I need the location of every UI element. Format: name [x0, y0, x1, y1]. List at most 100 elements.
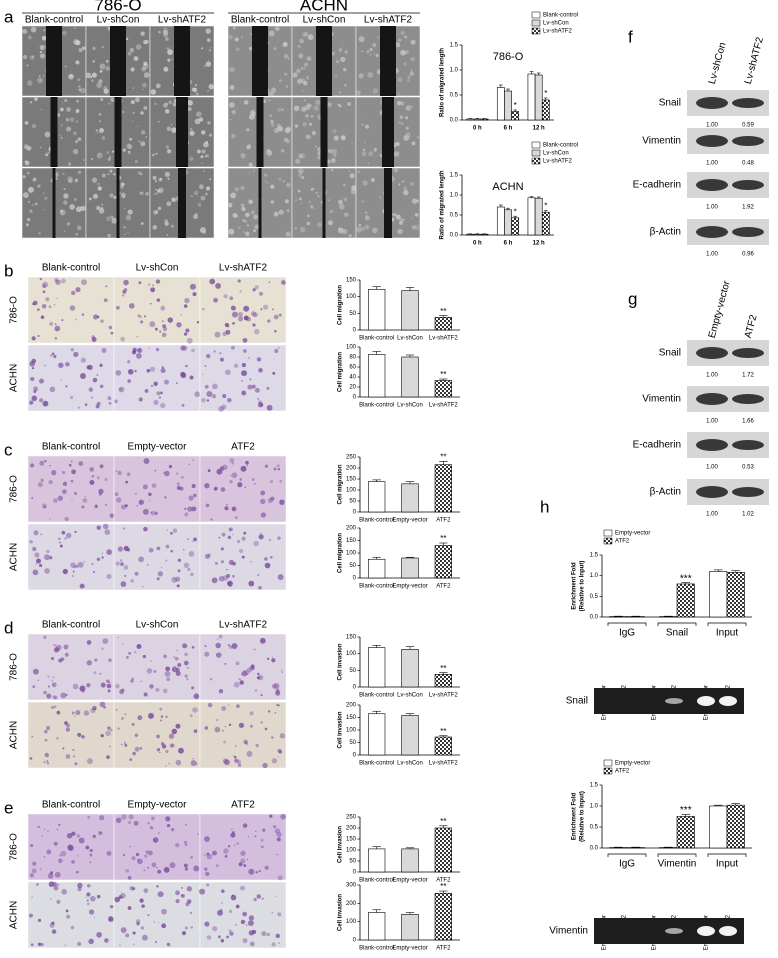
cell — [78, 461, 84, 467]
x-tick-label: 6 h — [504, 126, 513, 132]
cell — [296, 68, 301, 74]
cell — [134, 746, 140, 752]
row-label: ACHN — [9, 721, 20, 749]
cell — [163, 33, 169, 38]
cell — [105, 285, 108, 288]
cell — [154, 511, 158, 515]
cell — [260, 308, 263, 311]
cell — [209, 178, 212, 181]
bar — [434, 464, 452, 513]
cell — [241, 390, 247, 396]
cell — [206, 354, 211, 359]
cell — [37, 942, 42, 947]
cell — [225, 369, 231, 376]
cell — [37, 184, 41, 188]
scratch-gap — [176, 97, 188, 167]
cell — [186, 899, 192, 904]
cell — [93, 314, 99, 320]
x-tick-label: 0 h — [473, 126, 482, 132]
cell — [22, 192, 29, 198]
cell — [235, 38, 238, 41]
cell — [115, 470, 118, 473]
cell — [273, 683, 280, 689]
cell — [235, 904, 240, 909]
cell — [80, 357, 86, 363]
cell — [126, 656, 129, 659]
cell — [170, 827, 175, 832]
cell — [151, 483, 157, 488]
cell — [396, 142, 399, 145]
cell — [99, 464, 104, 469]
micrograph — [113, 523, 201, 591]
y-tick-label: 100 — [346, 551, 357, 557]
cell — [143, 526, 148, 532]
cell — [194, 391, 201, 398]
cell — [307, 214, 310, 218]
scratch-gap — [178, 168, 186, 238]
micrograph — [27, 881, 115, 949]
cell — [62, 568, 68, 575]
category-bracket — [657, 853, 697, 857]
cell — [133, 56, 139, 62]
cell — [39, 44, 45, 51]
cell — [343, 67, 347, 72]
bar — [541, 211, 550, 236]
cell — [256, 894, 261, 899]
y-tick-label: 150 — [346, 538, 357, 544]
cell — [101, 45, 105, 49]
cell — [213, 350, 216, 353]
cell — [145, 136, 148, 138]
cell — [219, 908, 223, 912]
cell — [125, 933, 130, 938]
cell — [255, 744, 259, 748]
micrograph — [199, 455, 287, 523]
cell — [184, 297, 190, 304]
cell — [37, 679, 39, 681]
cell — [204, 867, 208, 871]
cell — [148, 492, 152, 496]
cell — [46, 849, 52, 855]
cell — [90, 396, 93, 399]
cell — [86, 892, 91, 897]
band — [696, 393, 728, 405]
cell — [240, 465, 247, 472]
y-tick-label: 100 — [346, 651, 357, 657]
cell — [159, 177, 163, 181]
cell — [40, 942, 45, 947]
cell — [39, 146, 42, 149]
cell — [244, 741, 248, 745]
cell — [96, 476, 100, 480]
cell — [153, 399, 159, 405]
cell — [32, 366, 35, 370]
cell — [152, 225, 158, 230]
cell — [243, 864, 247, 868]
cell — [361, 50, 364, 53]
cell — [258, 367, 263, 373]
cell — [160, 402, 166, 409]
cell — [331, 148, 337, 155]
x-tick-label: 12 h — [533, 126, 545, 132]
column-label: Blank-control — [42, 442, 100, 453]
cell — [184, 652, 188, 657]
cell — [191, 195, 193, 198]
x-tick-label: Lv-shCon — [397, 761, 423, 767]
cell — [65, 909, 69, 913]
legend-label: Lv-shATF2 — [543, 159, 573, 165]
cell — [201, 47, 204, 50]
category-bracket — [707, 853, 747, 857]
column-label: Blank-control — [231, 15, 289, 26]
scratch-gap — [382, 97, 394, 167]
cell — [231, 643, 238, 649]
y-tick-label: 1.5 — [450, 43, 459, 49]
cell — [86, 365, 91, 370]
cell — [107, 396, 112, 401]
group-label: ACHN — [300, 0, 348, 14]
cell — [71, 469, 77, 475]
cell — [86, 902, 90, 906]
cell — [369, 54, 372, 56]
cell — [302, 122, 307, 127]
cell — [140, 680, 143, 683]
cell — [140, 130, 146, 135]
cell — [143, 315, 147, 318]
cell — [191, 348, 195, 353]
